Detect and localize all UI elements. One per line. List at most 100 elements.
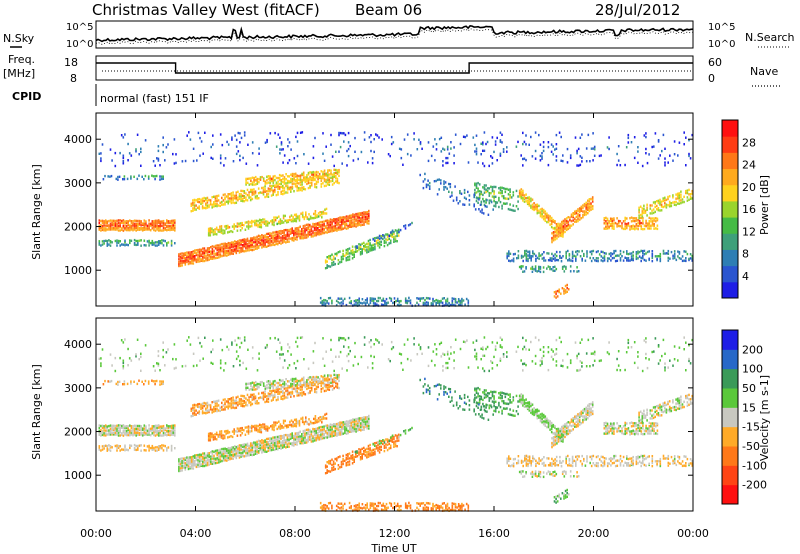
power-cell [182,252,185,255]
power-cell [435,143,438,146]
power-cell [633,156,636,160]
power-cell [219,250,222,253]
power-cell [544,217,547,220]
power-cell [249,188,252,192]
power-cell [542,141,545,144]
power-cell [648,257,650,260]
power-cell [396,234,398,238]
power-cell [410,154,412,157]
velocity-cell [270,446,273,449]
velocity-cell [103,425,105,428]
power-cell [289,215,291,219]
velocity-cell [132,429,134,432]
power-cell [302,179,305,182]
power-cell [317,231,319,234]
velocity-cell [241,402,244,405]
power-cell [564,227,566,230]
power-cell [116,222,118,225]
power-cell [187,262,190,266]
velocity-cell [336,386,339,389]
velocity-cell [267,449,270,452]
power-cell [350,221,353,224]
freq-tick-bottom: 8 [70,72,77,85]
power-cell [221,248,223,251]
power-cell [404,224,407,227]
power-cell [285,178,287,181]
power-cell [506,257,508,260]
power-cell [577,213,579,216]
power-cell [323,184,326,188]
power-cell [686,252,689,256]
power-cell [248,239,250,243]
velocity-cell [166,429,168,433]
power-cell [369,238,371,242]
power-cell [216,194,218,198]
power-cell [202,259,204,263]
power-cell [524,252,526,255]
power-cell [356,215,359,218]
power-cell [243,240,246,243]
power-cell [574,220,576,223]
power-cell [356,246,358,249]
power-cell [209,234,212,237]
power-cell [483,184,486,187]
power-cell [567,249,569,253]
power-cell [187,255,190,259]
velocity-cell [243,445,246,448]
power-cell [517,207,519,211]
power-cell [605,225,607,228]
power-cell [575,220,578,223]
velocity-cell [111,426,113,430]
power-cell [205,254,207,258]
power-cell [220,231,223,234]
power-cell [135,222,137,225]
velocity-cell [270,448,273,452]
power-cell [667,249,670,253]
velocity-cell [149,427,152,430]
velocity-cell [269,384,271,387]
velocity-cell [323,436,325,440]
power-cell [172,219,174,222]
power-cell [619,257,622,260]
power-cell [561,267,564,270]
power-cell [202,252,204,255]
velocity-cell [299,430,301,433]
power-cell [331,155,334,158]
power-cell [461,304,463,307]
power-cell [356,219,359,222]
velocity-cell [281,442,284,445]
velocity-cell [111,433,113,436]
velocity-cell [262,391,265,394]
power-cell [485,142,487,146]
power-cell [148,227,150,230]
power-cell [672,254,674,257]
power-cell [98,228,101,231]
power-cell [482,212,485,215]
power-cell [103,221,105,225]
power-cell [272,191,274,194]
velocity-cell [350,430,353,433]
velocity-cell [148,444,150,448]
power-cell [340,260,343,264]
power-cell [339,220,341,224]
power-cell [549,266,551,269]
velocity-cell [261,380,263,384]
power-cell [238,243,241,247]
power-cell [685,189,687,193]
power-cell [228,226,231,229]
power-cell [187,253,190,256]
velocity-cell [205,403,207,407]
power-cell [624,222,626,225]
power-cell [569,154,572,157]
power-cell [148,239,150,243]
velocity-cell [230,402,233,405]
power-cell [151,220,154,223]
velocity-cell [179,469,182,473]
power-cell [400,156,403,160]
power-cell [236,222,239,225]
power-cell [248,244,250,248]
power-cell [339,297,341,300]
velocity-cell [195,413,197,416]
power-cell [279,148,281,151]
power-cell [205,207,207,210]
